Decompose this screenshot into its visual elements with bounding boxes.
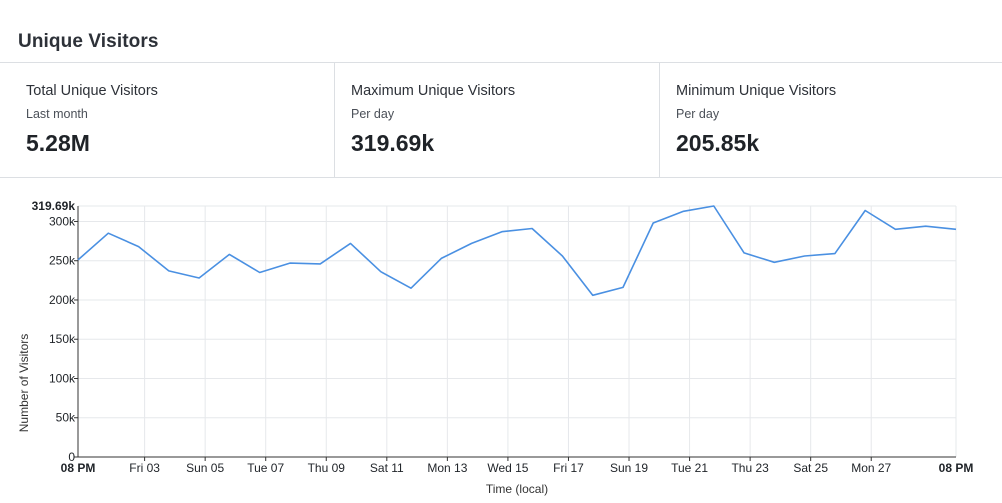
series-line <box>77 205 957 297</box>
stat-minimum-unique-visitors: Minimum Unique Visitors Per day 205.85k <box>660 63 1002 177</box>
stat-label: Maximum Unique Visitors <box>351 83 516 99</box>
x-tick-label: Mon 13 <box>427 461 467 475</box>
stat-sublabel: Per day <box>351 107 395 121</box>
x-tick-label: Thu 23 <box>731 461 769 475</box>
y-tick-label: 0 <box>68 450 75 464</box>
stat-label: Total Unique Visitors <box>26 83 158 99</box>
x-end-label: 08 PM <box>939 461 974 475</box>
x-tick-label: Sat 25 <box>793 461 828 475</box>
chart-area: 0 50k 100k 150k 200k 250k 300k Fri 03 Sun 05 Tue… <box>0 178 1002 503</box>
x-tick-labels: Fri 03 Sun 05 Tue 07 Thu 09 Sat 11 Mon 13 Wed … <box>129 461 891 475</box>
panel-header: Unique Visitors <box>0 0 1002 63</box>
stat-value: 319.69k <box>351 130 435 156</box>
panel-title: Unique Visitors <box>18 31 159 52</box>
horizontal-gridlines <box>78 205 956 458</box>
axes <box>74 206 956 461</box>
y-tick-label: 100k <box>49 371 76 385</box>
y-tick-label: 50k <box>56 411 76 425</box>
x-tick-label: Tue 21 <box>671 461 708 475</box>
x-start-label: 08 PM <box>61 461 96 475</box>
x-tick-label: Thu 09 <box>308 461 346 475</box>
y-tick-labels: 0 50k 100k 150k 200k 250k 300k <box>49 214 76 464</box>
x-tick-label: Wed 15 <box>487 461 528 475</box>
stat-label: Minimum Unique Visitors <box>676 83 837 99</box>
stat-total-unique-visitors: Total Unique Visitors Last month 5.28M <box>0 63 335 177</box>
series-group <box>77 205 957 297</box>
x-axis-title: Time (local) <box>486 482 548 496</box>
stat-sublabel: Per day <box>676 107 720 121</box>
y-tick-label: 150k <box>49 332 76 346</box>
x-tick-label: Sun 19 <box>610 461 648 475</box>
stat-sublabel: Last month <box>26 107 88 121</box>
x-tick-label: Fri 03 <box>129 461 160 475</box>
y-tick-label: 250k <box>49 254 76 268</box>
x-tick-label: Sat 11 <box>370 461 404 475</box>
y-tick-label: 200k <box>49 293 76 307</box>
y-max-label: 319.69k <box>32 199 76 213</box>
visitors-line-chart: 0 50k 100k 150k 200k 250k 300k Fri 03 Sun 05 Tue… <box>17 199 974 496</box>
y-axis-title: Number of Visitors <box>17 334 31 432</box>
stat-maximum-unique-visitors: Maximum Unique Visitors Per day 319.69k <box>335 63 660 177</box>
vertical-gridlines <box>144 206 957 457</box>
y-tick-label: 300k <box>49 214 76 228</box>
x-tick-label: Mon 27 <box>851 461 891 475</box>
x-tick-label: Tue 07 <box>247 461 284 475</box>
x-tick-label: Sun 05 <box>186 461 224 475</box>
stat-value: 5.28M <box>26 130 90 156</box>
stats-row: Total Unique Visitors Last month 5.28M M… <box>0 63 1002 178</box>
stat-value: 205.85k <box>676 130 760 156</box>
x-tick-label: Fri 17 <box>553 461 584 475</box>
